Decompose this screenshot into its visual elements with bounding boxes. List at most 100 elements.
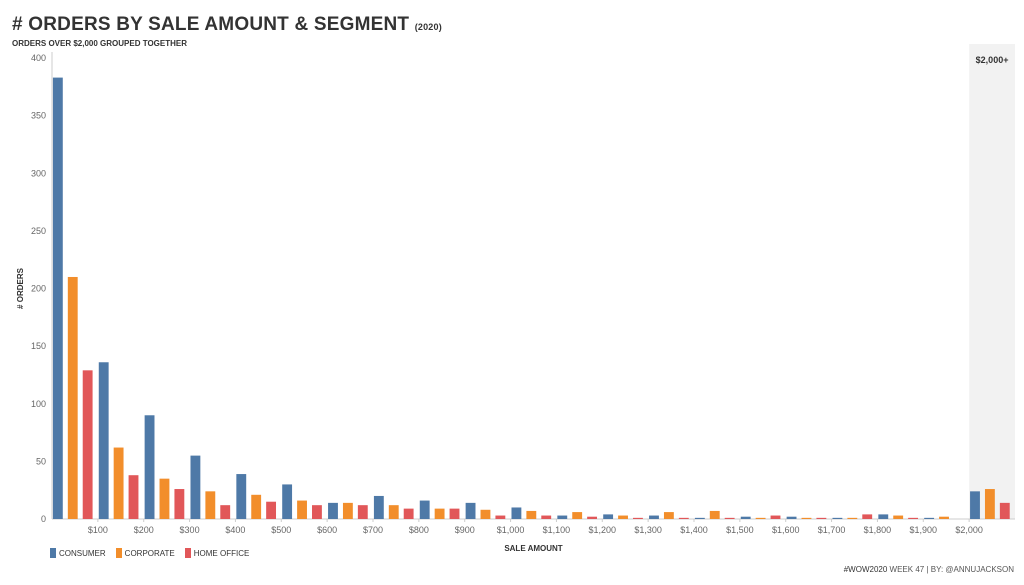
bar-consumer xyxy=(557,515,568,519)
bar-home-office xyxy=(82,370,93,519)
y-tick-label: 200 xyxy=(31,284,46,294)
bar-home-office xyxy=(816,517,827,519)
x-tick-label: $700 xyxy=(363,525,383,535)
x-tick-label: $600 xyxy=(317,525,337,535)
footer-credit: #WOW2020 WEEK 47 | BY: @ANNUJACKSON xyxy=(844,565,1014,574)
legend-item-consumer[interactable]: CONSUMER xyxy=(50,548,106,558)
y-tick-label: 150 xyxy=(31,341,46,351)
bar-home-office xyxy=(495,515,506,519)
y-axis-title: # ORDERS xyxy=(16,267,25,309)
bar-corporate xyxy=(709,510,720,519)
legend-swatch-home-office xyxy=(184,548,191,558)
footer-rest: WEEK 47 | BY: @ANNUJACKSON xyxy=(887,565,1014,574)
bar-consumer xyxy=(786,516,797,519)
x-tick-label: $100 xyxy=(88,525,108,535)
bar-corporate xyxy=(984,489,995,519)
legend-swatch-corporate xyxy=(115,548,122,558)
bar-consumer xyxy=(924,517,935,519)
x-tick-label: $500 xyxy=(271,525,291,535)
x-tick-label: $1,900 xyxy=(910,525,938,535)
bar-consumer xyxy=(649,515,659,519)
bar-home-office xyxy=(357,505,368,519)
x-tick-label: $200 xyxy=(134,525,154,535)
bar-consumer xyxy=(52,77,63,519)
bar-corporate xyxy=(159,478,170,519)
bar-consumer xyxy=(603,514,614,519)
bar-corporate xyxy=(388,505,399,519)
legend-label-home-office: HOME OFFICE xyxy=(193,548,250,558)
x-tick-label: $800 xyxy=(409,525,429,535)
bar-consumer xyxy=(190,455,201,519)
x-tick-label: $400 xyxy=(225,525,245,535)
x-tick-label: $1,000 xyxy=(497,525,525,535)
bar-corporate xyxy=(251,494,262,519)
bar-consumer xyxy=(740,516,751,519)
grouped-bin-label: $2,000+ xyxy=(976,55,1009,65)
bar-home-office xyxy=(587,516,598,519)
bar-home-office xyxy=(449,508,460,519)
y-tick-label: 350 xyxy=(31,111,46,121)
chart-subtitle: ORDERS OVER $2,000 GROUPED TOGETHER xyxy=(12,39,188,48)
footer-tag: #WOW2020 xyxy=(843,565,888,574)
bar-corporate xyxy=(847,517,858,519)
bar-corporate xyxy=(205,491,216,519)
bar-consumer xyxy=(878,514,889,519)
bar-consumer xyxy=(282,484,293,519)
x-tick-label: $1,300 xyxy=(634,525,662,535)
x-tick-label: $1,500 xyxy=(726,525,754,535)
chart-title-year: (2020) xyxy=(414,22,442,32)
bar-consumer xyxy=(465,502,476,519)
bar-corporate xyxy=(480,509,491,519)
legend-item-corporate[interactable]: CORPORATE xyxy=(115,548,175,558)
bar-corporate xyxy=(893,515,904,519)
x-tick-label: $2,000 xyxy=(955,525,983,535)
bar-corporate xyxy=(342,502,353,519)
bar-corporate xyxy=(67,276,78,519)
x-tick-label: $1,800 xyxy=(864,525,892,535)
bar-home-office xyxy=(770,515,781,519)
chart-title: # ORDERS BY SALE AMOUNT & SEGMENT (2020) xyxy=(12,14,442,36)
bar-home-office xyxy=(266,501,277,519)
legend-item-home-office[interactable]: HOME OFFICE xyxy=(184,548,250,558)
bar-corporate xyxy=(526,510,537,519)
bar-home-office xyxy=(128,475,139,519)
bar-home-office xyxy=(862,514,873,519)
bar-home-office xyxy=(633,517,643,519)
bar-home-office xyxy=(541,515,552,519)
x-axis-title: SALE AMOUNT xyxy=(504,544,562,553)
bar-corporate xyxy=(755,517,766,519)
bar-corporate xyxy=(434,508,445,519)
bar-home-office xyxy=(999,502,1010,519)
bar-consumer xyxy=(328,502,338,519)
bar-consumer xyxy=(970,491,980,519)
x-tick-label: $1,400 xyxy=(680,525,708,535)
legend-label-consumer: CONSUMER xyxy=(59,548,106,558)
bar-home-office xyxy=(908,517,919,519)
bar-consumer xyxy=(98,362,109,519)
x-tick-label: $1,200 xyxy=(589,525,617,535)
x-tick-label: $1,700 xyxy=(818,525,846,535)
x-tick-label: $1,100 xyxy=(543,525,571,535)
y-tick-label: 300 xyxy=(31,168,46,178)
bar-home-office xyxy=(220,505,231,519)
x-tick-label: $900 xyxy=(455,525,475,535)
bar-consumer xyxy=(511,507,522,519)
bar-home-office xyxy=(174,489,185,519)
bar-home-office xyxy=(403,508,414,519)
bar-home-office xyxy=(678,517,689,519)
x-tick-label: $1,600 xyxy=(772,525,800,535)
bar-corporate xyxy=(618,515,628,519)
chart-title-text: # ORDERS BY SALE AMOUNT & SEGMENT xyxy=(12,14,410,35)
bar-consumer xyxy=(236,474,247,519)
y-tick-label: 0 xyxy=(41,514,46,524)
y-tick-label: 50 xyxy=(36,456,46,466)
y-tick-label: 250 xyxy=(31,226,46,236)
bar-consumer xyxy=(419,500,430,519)
bar-consumer xyxy=(373,495,384,519)
bar-corporate xyxy=(801,517,812,519)
y-tick-label: 400 xyxy=(31,53,46,63)
bar-consumer xyxy=(832,517,843,519)
bar-corporate xyxy=(939,516,949,519)
bar-corporate xyxy=(297,500,307,519)
y-tick-label: 100 xyxy=(31,399,46,409)
